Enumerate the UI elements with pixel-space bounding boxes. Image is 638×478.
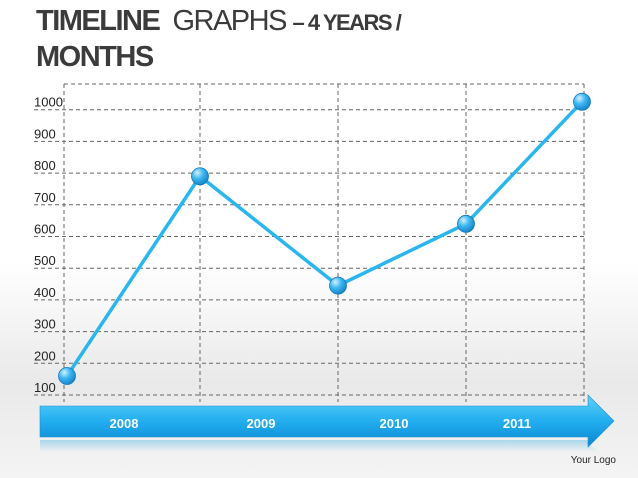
title-part-months: MONTHS	[36, 41, 154, 73]
data-point-4	[573, 92, 591, 111]
y-tick-label-600: 600	[34, 222, 56, 237]
x-tick-label-2011: 2011	[503, 416, 531, 431]
y-tick-label-100: 100	[34, 380, 56, 395]
timeline-arrow-reflection	[40, 440, 600, 452]
x-tick-label-2009: 2009	[247, 416, 276, 431]
logo-text: Your Logo	[570, 455, 616, 466]
timeline-arrow	[39, 394, 615, 452]
y-tick-label-800: 800	[34, 158, 56, 173]
data-point-3	[457, 214, 475, 233]
timeline-arrow-body	[39, 394, 615, 448]
x-tick-label-2010: 2010	[380, 416, 409, 431]
title-part-graphs: GRAPHS	[172, 5, 287, 37]
y-tick-label-900: 900	[34, 126, 56, 141]
title: TIMELINE GRAPHS – 4 YEARS / MONTHS	[36, 4, 402, 75]
y-tick-label-500: 500	[34, 253, 56, 268]
y-tick-label-1000: 1000	[34, 95, 63, 110]
chart-series	[58, 92, 591, 385]
title-part-years: – 4 YEARS /	[292, 10, 402, 35]
data-point-1	[191, 167, 209, 186]
chart-grid	[34, 83, 585, 402]
series-line	[65, 100, 584, 377]
x-axis-labels: 2008 2009 2010 2011	[110, 416, 532, 431]
y-tick-label-700: 700	[34, 190, 56, 205]
x-tick-label-2008: 2008	[110, 416, 139, 431]
title-part-timeline: TIMELINE	[36, 5, 161, 37]
data-point-2	[329, 276, 347, 295]
data-point-0	[58, 367, 76, 385]
y-tick-label-400: 400	[34, 285, 56, 300]
y-tick-label-300: 300	[34, 317, 56, 332]
y-axis-labels: 100 200 300 400 500 600 700 800 900 1000	[34, 95, 63, 395]
y-tick-label-200: 200	[34, 348, 56, 363]
